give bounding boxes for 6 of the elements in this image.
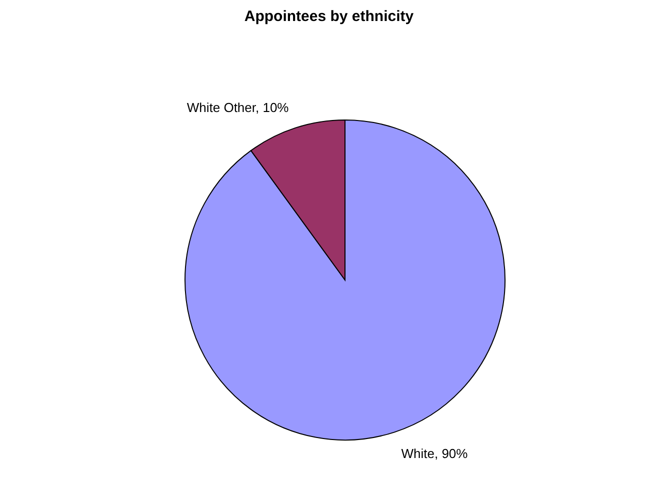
chart-title: Appointees by ethnicity xyxy=(243,8,415,25)
data-label: , 10% xyxy=(256,99,290,114)
pie-slice xyxy=(184,120,506,440)
slice-label: White Other xyxy=(186,99,257,114)
slice-label: White xyxy=(401,446,434,461)
data-label: , 90% xyxy=(434,446,468,461)
